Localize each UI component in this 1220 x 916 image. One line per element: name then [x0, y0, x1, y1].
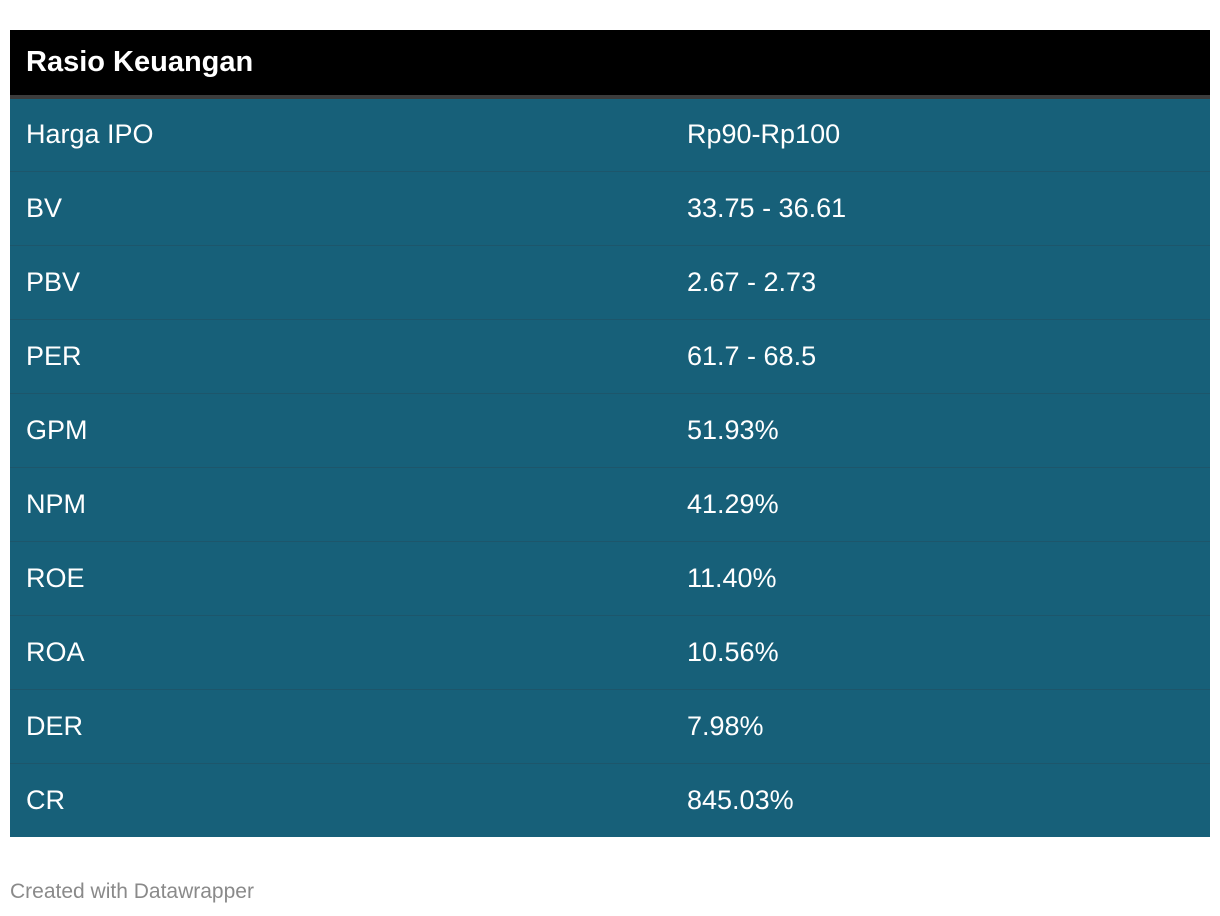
- row-value: 10.56%: [671, 615, 1210, 690]
- table-row: ROA 10.56%: [10, 615, 1210, 690]
- row-label: Harga IPO: [10, 97, 671, 172]
- table-row: NPM 41.29%: [10, 467, 1210, 542]
- table-row: GPM 51.93%: [10, 393, 1210, 468]
- table-row: BV 33.75 - 36.61: [10, 171, 1210, 246]
- row-value: 61.7 - 68.5: [671, 319, 1210, 394]
- row-label: BV: [10, 171, 671, 246]
- table-row: DER 7.98%: [10, 689, 1210, 764]
- table-row: PER 61.7 - 68.5: [10, 319, 1210, 394]
- row-value: 11.40%: [671, 541, 1210, 616]
- row-label: DER: [10, 689, 671, 764]
- table-body: Harga IPO Rp90-Rp100 BV 33.75 - 36.61 PBV 2.6…: [10, 97, 1210, 837]
- row-label: GPM: [10, 393, 671, 468]
- row-label: ROE: [10, 541, 671, 616]
- ratio-table: Rasio Keuangan Harga IPO Rp90-Rp100 BV 33.7…: [10, 30, 1210, 837]
- table-row: Harga IPO Rp90-Rp100: [10, 97, 1210, 172]
- row-label: ROA: [10, 615, 671, 690]
- header-row: Rasio Keuangan: [10, 30, 1210, 99]
- row-value: 41.29%: [671, 467, 1210, 542]
- row-label: PBV: [10, 245, 671, 320]
- row-value: Rp90-Rp100: [671, 97, 1210, 172]
- table-header: Rasio Keuangan: [10, 30, 1210, 99]
- datawrapper-credit: Created with Datawrapper: [10, 880, 254, 903]
- row-label: PER: [10, 319, 671, 394]
- row-value: 7.98%: [671, 689, 1210, 764]
- row-value: 845.03%: [671, 763, 1210, 837]
- table-title: Rasio Keuangan: [10, 30, 1210, 99]
- row-value: 33.75 - 36.61: [671, 171, 1210, 246]
- table-row: CR 845.03%: [10, 763, 1210, 837]
- row-value: 51.93%: [671, 393, 1210, 468]
- row-value: 2.67 - 2.73: [671, 245, 1210, 320]
- table-row: ROE 11.40%: [10, 541, 1210, 616]
- table-row: PBV 2.67 - 2.73: [10, 245, 1210, 320]
- row-label: NPM: [10, 467, 671, 542]
- row-label: CR: [10, 763, 671, 837]
- ratio-table-container: Rasio Keuangan Harga IPO Rp90-Rp100 BV 33.7…: [10, 30, 1210, 837]
